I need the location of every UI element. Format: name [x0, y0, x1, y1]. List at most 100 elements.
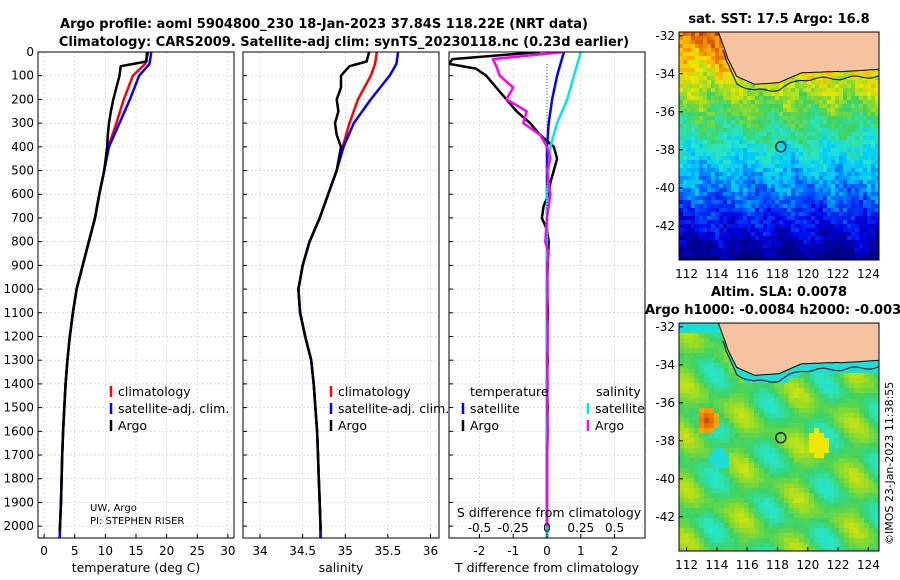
legend-salinity-title: salinity	[596, 384, 641, 399]
sst-ytick-label: -42	[655, 219, 675, 233]
temp-ytick-label: 1300	[3, 353, 34, 367]
diff-xlabel: T difference from climatology	[454, 560, 640, 575]
diff-s-tick-label: -0.5	[468, 521, 491, 535]
temp-ytick-label: 2000	[3, 519, 34, 533]
pi-label: PI: STEPHEN RISER	[90, 516, 184, 527]
temp-xlabel: temperature (deg C)	[72, 560, 201, 575]
sla-ytick-label: -38	[655, 434, 675, 448]
legend-argo-label: Argo	[338, 418, 367, 433]
temp-xtick-label: 5	[71, 544, 79, 558]
sst-float-marker	[775, 141, 787, 153]
sst-xtick-label: 118	[766, 267, 789, 281]
sla-xtick-label: 124	[857, 558, 880, 572]
sla-ytick-label: -32	[655, 320, 675, 334]
diff-s-tick-label: -0.25	[498, 521, 529, 535]
sst-xtick-label: 122	[827, 267, 850, 281]
legend-t-argo-label: Argo	[470, 418, 499, 433]
sal-xtick-label: 34	[252, 544, 267, 558]
sal-series-group	[297, 52, 400, 538]
imos-watermark: ©IMOS 23-Jan-2023 11:38:55	[883, 382, 896, 545]
sla-ytick-label: -36	[655, 396, 675, 410]
temp-line-argo	[58, 52, 149, 531]
sst-land	[679, 32, 879, 85]
salinity-panel: 34 34.5 35 35.5 36 salinity	[242, 51, 440, 575]
diff-s-tick-label: 0.5	[605, 521, 624, 535]
temp-ytick-label: 1700	[3, 448, 34, 462]
sla-map-cells	[679, 323, 879, 551]
temp-ytick-label: 600	[11, 187, 34, 201]
sst-xtick-label: 116	[736, 267, 759, 281]
sla-map-frame	[678, 322, 880, 552]
legend-s-sat-label: satellite	[595, 401, 645, 416]
temp-ytick-label: 800	[11, 235, 34, 249]
sst-ytick-label: -40	[655, 181, 675, 195]
figure-title-line2: Climatology: CARS2009. Satellite-adj cli…	[59, 35, 629, 50]
temperature-panel: 0 5 10 15 20 25 300100200300400500600700800900…	[3, 45, 235, 575]
diff-s-axis-label: S difference from climatology	[457, 505, 642, 520]
temperature-legend: climatology satellite-adj. clim. Argo	[109, 384, 229, 433]
sst-map-title: sat. SST: 17.5 Argo: 16.8	[688, 12, 869, 27]
legend-temperature-title: temperature	[470, 384, 549, 399]
diff-xtick-label: 0	[543, 544, 551, 558]
sal-xtick-label: 35.5	[375, 544, 402, 558]
sla-xtick-label: 112	[675, 558, 698, 572]
temp-ytick-label: 1800	[3, 472, 34, 486]
sla-xtick-label: 118	[766, 558, 789, 572]
salinity-legend: climatology satellite-adj. clim. Argo	[329, 384, 449, 433]
sla-xtick-label: 116	[736, 558, 759, 572]
temp-series-group	[58, 52, 153, 538]
sst-xtick-label: 114	[705, 267, 728, 281]
temp-xtick-label: 30	[220, 544, 235, 558]
diff-xtick-label: -2	[473, 544, 485, 558]
sla-map-title-line1: Altim. SLA: 0.0078	[711, 285, 847, 300]
temp-ytick-label: 1200	[3, 329, 34, 343]
legend-clim-label: climatology	[338, 384, 411, 399]
temp-ytick-label: 1900	[3, 495, 34, 509]
temp-ytick-label: 500	[11, 164, 34, 178]
sst-xtick-label: 112	[675, 267, 698, 281]
legend-t-sat-label: satellite	[470, 401, 520, 416]
legend-clim-label: climatology	[118, 384, 191, 399]
legend-s-argo-label: Argo	[595, 418, 624, 433]
sst-shelf-contour	[722, 49, 879, 92]
legend-sat-label: satellite-adj. clim.	[338, 401, 449, 416]
sla-ytick-label: -40	[655, 472, 675, 486]
diff-s-tick-label: 0	[543, 521, 551, 535]
sst-map-frame	[678, 31, 880, 261]
figure-title-line1: Argo profile: aoml 5904800_230 18-Jan-20…	[60, 17, 588, 32]
sla-map-title-line2: Argo h1000: -0.0084 h2000: -0.003	[645, 303, 900, 318]
sst-ytick-label: -38	[655, 143, 675, 157]
sla-xtick-label: 120	[796, 558, 819, 572]
temp-xtick-label: 10	[98, 544, 113, 558]
sal-line-argo	[297, 52, 371, 531]
diff-xtick-label: 1	[577, 544, 585, 558]
sst-xtick-label: 124	[857, 267, 880, 281]
sal-xlabel: salinity	[319, 560, 364, 575]
legend-argo-label: Argo	[118, 418, 147, 433]
diff-xtick-label: 2	[611, 544, 619, 558]
temp-ytick-label: 1000	[3, 282, 34, 296]
sst-ytick-label: -34	[655, 67, 675, 81]
temp-xtick-label: 15	[128, 544, 143, 558]
temp-xtick-label: 0	[40, 544, 48, 558]
sla-xtick-label: 122	[827, 558, 850, 572]
sst-ytick-label: -36	[655, 105, 675, 119]
difference-panel: -2 -1 0 1 2 T difference from climatology -0.5…	[448, 51, 646, 575]
temp-ytick-label: 1400	[3, 377, 34, 391]
diff-s-tick-label: 0.25	[567, 521, 594, 535]
temp-ytick-label: 1500	[3, 401, 34, 415]
temp-ytick-label: 400	[11, 140, 34, 154]
temp-ytick-label: 700	[11, 211, 34, 225]
temp-xtick-label: 25	[190, 544, 205, 558]
sla-xtick-label: 114	[705, 558, 728, 572]
sla-land	[679, 323, 879, 376]
sst-xtick-label: 120	[796, 267, 819, 281]
sal-xtick-label: 34.5	[289, 544, 316, 558]
temp-ytick-label: 1600	[3, 424, 34, 438]
sst-map-cells	[679, 32, 879, 260]
sal-frame	[242, 51, 440, 539]
temp-ytick-label: 100	[11, 69, 34, 83]
sal-xtick-label: 35	[338, 544, 353, 558]
sla-map: 112 114 116 118 120 122 124 -32 -34 -36 -38 -40 -42	[655, 320, 879, 572]
